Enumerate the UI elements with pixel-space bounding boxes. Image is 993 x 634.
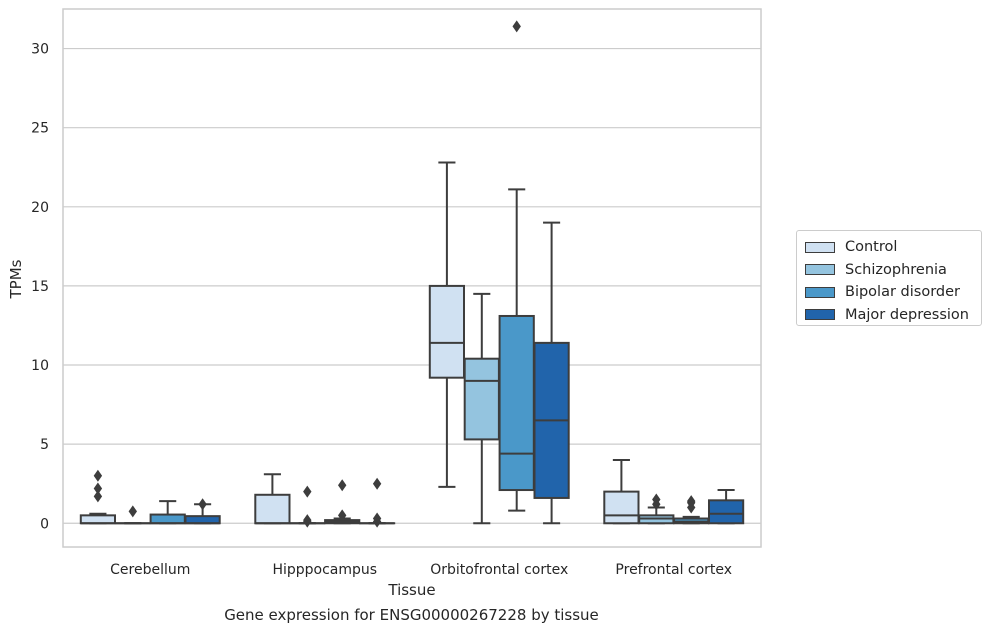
box-schizophrenia bbox=[289, 485, 326, 528]
box-iqr bbox=[463, 357, 500, 441]
y-tick-label: 15 bbox=[31, 279, 49, 295]
box-control bbox=[603, 458, 640, 525]
outlier-point bbox=[687, 495, 696, 508]
x-tick-label: Hipppocampus bbox=[272, 562, 377, 578]
box-control bbox=[79, 469, 117, 525]
legend-label: Bipolar disorder bbox=[845, 284, 960, 301]
outlier-point bbox=[93, 469, 103, 482]
legend-label: Control bbox=[845, 239, 898, 256]
box-major-depression bbox=[184, 498, 221, 525]
box-schizophrenia bbox=[114, 505, 151, 525]
box-control bbox=[254, 473, 291, 525]
x-tick-label: Orbitofrontal cortex bbox=[430, 562, 568, 578]
y-tick-label: 25 bbox=[31, 121, 49, 137]
y-tick-label: 10 bbox=[31, 358, 49, 374]
legend-item: Control bbox=[805, 236, 981, 259]
legend-item: Bipolar disorder bbox=[805, 281, 981, 304]
box-control bbox=[428, 161, 466, 488]
box-iqr bbox=[184, 515, 221, 525]
x-axis-label: Tissue bbox=[387, 581, 435, 599]
box-bipolar-disorder bbox=[498, 20, 535, 512]
box-major-depression bbox=[707, 489, 745, 525]
y-tick-label: 5 bbox=[40, 437, 49, 453]
legend: Control Schizophrenia Bipolar disorder Majo… bbox=[796, 230, 982, 326]
legend-swatch bbox=[805, 264, 835, 276]
legend-label: Major depression bbox=[845, 306, 969, 323]
box-schizophrenia bbox=[638, 493, 675, 525]
outlier-point bbox=[303, 514, 312, 527]
box-iqr bbox=[254, 493, 291, 525]
outlier-point bbox=[93, 482, 103, 495]
legend-swatch bbox=[805, 286, 835, 298]
legend-swatch bbox=[805, 241, 835, 253]
box-iqr bbox=[707, 499, 745, 525]
outlier-point bbox=[128, 505, 137, 518]
y-axis-ticks: 0 5 10 15 20 25 30 bbox=[31, 42, 49, 533]
box-iqr bbox=[428, 284, 466, 379]
box-bipolar-disorder bbox=[673, 495, 710, 525]
legend-item: Major depression bbox=[805, 304, 981, 327]
box-iqr bbox=[603, 490, 640, 525]
box-plots bbox=[79, 20, 745, 528]
box-bipolar-disorder bbox=[324, 479, 361, 525]
outlier-point bbox=[198, 498, 207, 511]
box-bipolar-disorder bbox=[149, 500, 186, 525]
outlier-point bbox=[338, 479, 347, 492]
outlier-point bbox=[372, 477, 382, 490]
x-axis-ticks: Cerebellum Hipppocampus Orbitofrontal cort… bbox=[110, 562, 732, 578]
box-major-depression bbox=[533, 221, 570, 525]
y-axis-label: TPMs bbox=[7, 259, 25, 299]
box-major-depression bbox=[358, 477, 396, 528]
y-tick-label: 30 bbox=[31, 42, 49, 58]
y-tick-label: 0 bbox=[40, 516, 49, 532]
legend-swatch bbox=[805, 309, 835, 321]
chart-caption: Gene expression for ENSG00000267228 by t… bbox=[224, 606, 599, 624]
outlier-point bbox=[512, 20, 521, 33]
outlier-point bbox=[338, 509, 347, 522]
gridlines bbox=[63, 47, 761, 524]
outlier-point bbox=[303, 485, 312, 498]
plot-frame bbox=[62, 8, 762, 548]
legend-label: Schizophrenia bbox=[845, 261, 947, 278]
box-schizophrenia bbox=[463, 292, 500, 525]
outlier-point bbox=[372, 512, 382, 525]
x-tick-label: Prefrontal cortex bbox=[615, 562, 732, 578]
box-iqr bbox=[79, 514, 117, 525]
box-iqr bbox=[149, 513, 186, 525]
legend-item: Schizophrenia bbox=[805, 259, 981, 282]
y-tick-label: 20 bbox=[31, 200, 49, 216]
outlier-point bbox=[652, 493, 661, 506]
x-tick-label: Cerebellum bbox=[110, 562, 190, 578]
outlier-point bbox=[93, 490, 103, 503]
box-iqr bbox=[498, 314, 535, 492]
